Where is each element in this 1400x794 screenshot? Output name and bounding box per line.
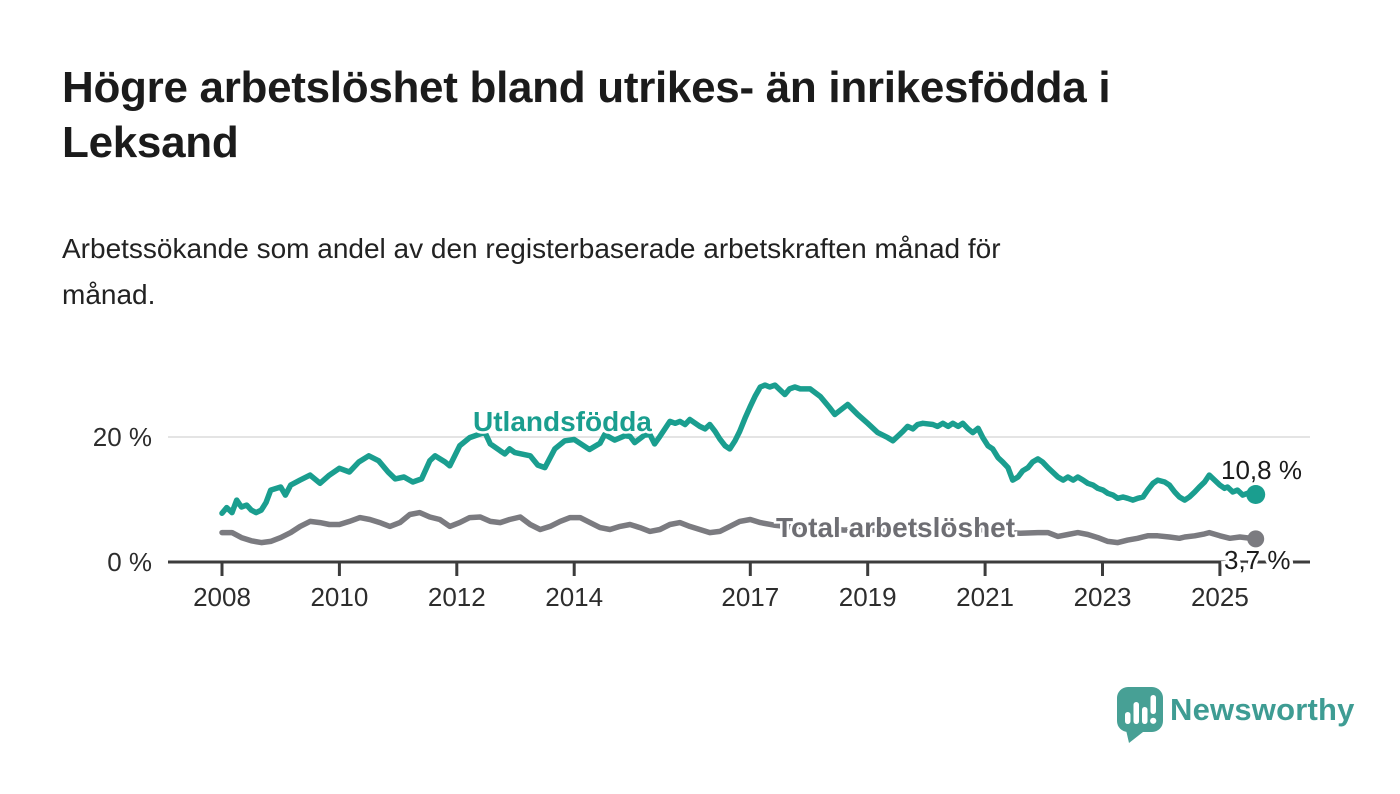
total-arbetsloshet-end-dot [1247, 530, 1265, 548]
utlandsfodda-value-label: 10,8 % [1221, 455, 1302, 485]
x-tick-label: 2023 [1074, 582, 1132, 612]
utlandsfodda-end-dot [1246, 485, 1266, 504]
x-tick-label: 2019 [839, 582, 897, 612]
x-tick-label: 2010 [310, 582, 368, 612]
newsworthy-branding: Newsworthy [1117, 687, 1400, 747]
x-tick-label: 2014 [545, 582, 603, 612]
x-tick-label: 2008 [193, 582, 251, 612]
page-title: Högre arbetslöshet bland utrikes- än inr… [62, 63, 1111, 167]
y-tick-label: 0 % [107, 547, 152, 577]
x-tick-label: 2025 [1191, 582, 1249, 612]
y-tick-label: 20 % [93, 422, 152, 452]
total-arbetsloshet-line [219, 509, 1259, 546]
x-tick-label: 2012 [428, 582, 486, 612]
utlandsfodda-line [219, 382, 1259, 517]
utlandsfodda-series-label: Utlandsfödda [473, 406, 652, 437]
x-tick-label: 2021 [956, 582, 1014, 612]
total-arbetsloshet-series-label: Total arbetslöshet [776, 512, 1015, 543]
total-arbetsloshet-value-label: 3,7 % [1224, 545, 1291, 575]
newsworthy-logo-icon [1117, 687, 1163, 743]
newsworthy-logo-text: Newsworthy [1170, 692, 1355, 727]
x-tick-label: 2017 [721, 582, 779, 612]
chart-subtitle: Arbetssökande som andel av den registerb… [62, 233, 1001, 311]
